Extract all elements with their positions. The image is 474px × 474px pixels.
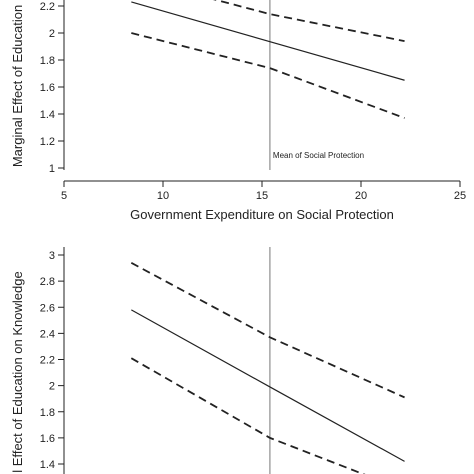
x-tick-label: 5 [61, 190, 67, 202]
y-tick-label: 1.2 [40, 136, 55, 148]
y-tick-label: 1.6 [40, 433, 55, 445]
y-tick-label: 2.2 [40, 1, 55, 13]
y-tick-label: 1.8 [40, 55, 55, 67]
confidence-bound-line-1 [130, 262, 405, 399]
y-tick-label: 1.8 [40, 407, 55, 419]
bottom-y-ticks: 1.4 1.6 1.8 2 2.2 2.4 2.6 2.8 3 [40, 250, 64, 471]
x-tick-label: 20 [355, 190, 367, 202]
x-tick-label: 10 [157, 190, 169, 202]
confidence-bound-line-2 [131, 32, 405, 119]
y-tick-label: 2 [49, 28, 55, 40]
y-tick-label: 3 [49, 250, 55, 262]
x-tick-label: 15 [256, 190, 268, 202]
y-tick-label: 2.2 [40, 355, 55, 367]
y-tick-label: 1.4 [40, 459, 55, 471]
bottom-series-group [130, 262, 405, 474]
top-series-group [131, 0, 405, 119]
confidence-bound-line-1 [212, 0, 405, 42]
y-tick-label: 1.4 [40, 109, 55, 121]
y-tick-label: 2.8 [40, 276, 55, 288]
y-tick-label: 2.4 [40, 328, 55, 340]
marginal-effect-line-0 [131, 1, 405, 81]
top-panel: 1 1.2 1.4 1.6 1.8 2 2.2 5 10 15 20 25 Mean of Soci… [10, 0, 466, 222]
bottom-panel: 1.4 1.6 1.8 2 2.2 2.4 2.6 2.8 3 l Effect of Educ… [10, 247, 405, 474]
top-reference-label: Mean of Social Protection [273, 151, 364, 160]
marginal-effect-line-0 [131, 309, 405, 462]
x-tick-label: 25 [454, 190, 466, 202]
y-tick-label: 1 [49, 163, 55, 175]
top-x-ticks: 5 10 15 20 25 [61, 181, 466, 202]
top-y-axis-title: Marginal Effect of Education [10, 5, 25, 167]
confidence-bound-line-2 [130, 357, 366, 474]
bottom-y-axis-title: l Effect of Education on Knowledge [10, 271, 25, 472]
top-x-axis-title: Government Expenditure on Social Protect… [130, 207, 394, 222]
top-y-ticks: 1 1.2 1.4 1.6 1.8 2 2.2 [40, 1, 64, 175]
y-tick-label: 2 [49, 381, 55, 393]
y-tick-label: 1.6 [40, 82, 55, 94]
y-tick-label: 2.6 [40, 302, 55, 314]
